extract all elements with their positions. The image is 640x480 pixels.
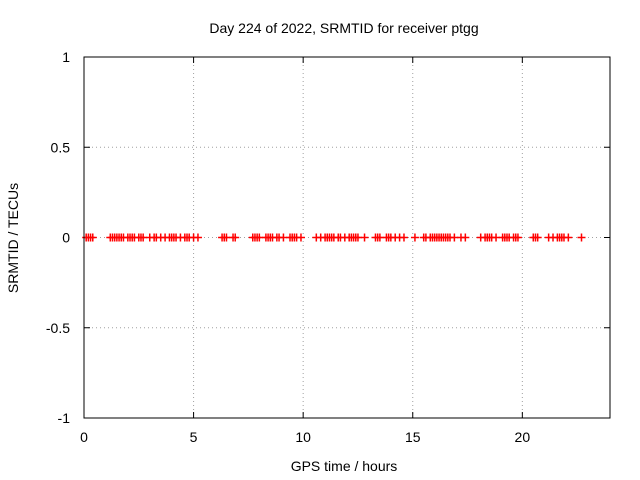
x-axis-label: GPS time / hours (291, 458, 398, 474)
data-points (82, 233, 586, 242)
y-tick-label: -0.5 (46, 320, 70, 336)
x-tick-label: 10 (295, 429, 311, 445)
y-tick-label: 0.5 (51, 139, 71, 155)
y-tick-label: -1 (58, 410, 71, 426)
data-point (193, 233, 202, 242)
x-tick-labels: 0 5 10 15 20 (80, 429, 530, 445)
data-point (577, 233, 586, 242)
data-point (513, 233, 522, 242)
data-point (533, 233, 542, 242)
data-point (399, 233, 408, 242)
x-tick-label: 0 (80, 429, 88, 445)
data-point (461, 233, 470, 242)
y-axis-label: SRMTID / TECUs (5, 183, 21, 293)
data-point (88, 233, 97, 242)
y-tick-labels: -1 -0.5 0 0.5 1 (46, 49, 70, 426)
data-point (296, 233, 305, 242)
plot-frame (83, 56, 611, 419)
data-point (231, 233, 240, 242)
data-point (410, 233, 419, 242)
x-tick-label: 20 (515, 429, 531, 445)
chart-title: Day 224 of 2022, SRMTID for receiver ptg… (209, 20, 478, 36)
x-tick-label: 15 (405, 429, 421, 445)
x-tick-label: 5 (190, 429, 198, 445)
y-tick-label: 0 (62, 230, 70, 246)
data-point (564, 233, 573, 242)
y-tick-label: 1 (62, 49, 70, 65)
data-point (360, 233, 369, 242)
